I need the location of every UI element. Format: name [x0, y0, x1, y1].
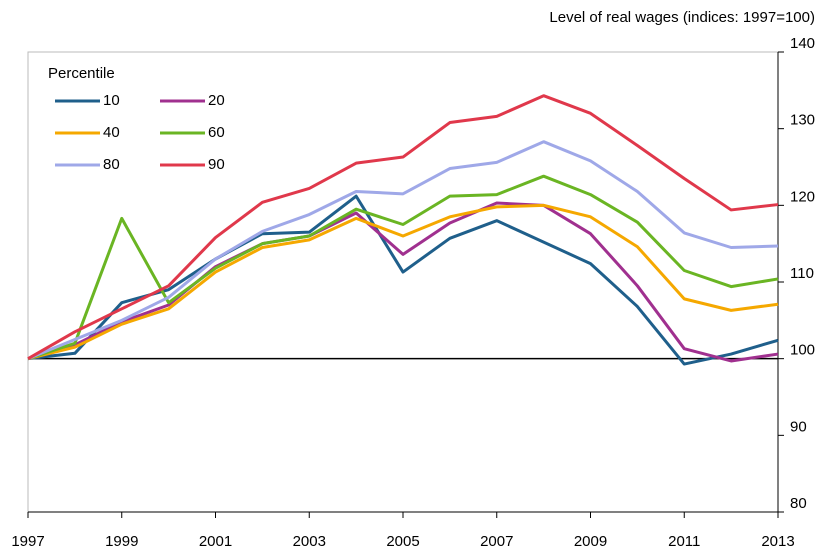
x-tick-label: 1999 — [105, 533, 138, 550]
y-tick-label: 80 — [790, 495, 807, 512]
series-line — [27, 174, 779, 361]
x-tick-label: 2007 — [480, 533, 513, 550]
y-tick-label: 110 — [790, 265, 814, 282]
x-tick-label: 2003 — [293, 533, 326, 550]
x-tick-label: 1997 — [11, 533, 44, 550]
legend-label: 20 — [208, 92, 225, 109]
x-tick-label: 2009 — [574, 533, 607, 550]
plot-frame — [27, 51, 779, 513]
x-tick-label: 2001 — [199, 533, 232, 550]
legend-label: 40 — [103, 124, 120, 141]
y-tick-label: 120 — [790, 188, 815, 205]
series-line — [27, 201, 779, 363]
y-tick-label: 100 — [790, 342, 815, 359]
x-tick-label: 2011 — [668, 533, 700, 550]
legend-label: 80 — [103, 156, 120, 173]
x-tick-label: 2005 — [386, 533, 419, 550]
legend-label: 10 — [103, 92, 120, 109]
y-tick-label: 90 — [790, 418, 807, 435]
chart-title: Level of real wages (indices: 1997=100) — [549, 9, 815, 26]
legend-label: 90 — [208, 156, 225, 173]
y-tick-label: 130 — [790, 112, 815, 129]
series-line — [27, 94, 779, 360]
y-tick-label: 140 — [790, 35, 815, 52]
series-line — [27, 140, 779, 361]
series-line — [27, 203, 779, 361]
legend-label: 60 — [208, 124, 225, 141]
legend-title: Percentile — [48, 65, 115, 82]
x-tick-label: 2013 — [761, 533, 794, 550]
